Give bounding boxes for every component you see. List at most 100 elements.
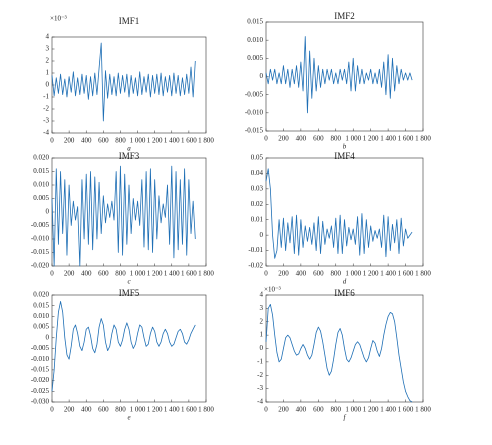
y-tick-label: -0.025	[31, 387, 50, 395]
x-tick-label: 400	[296, 135, 307, 143]
y-tick-label: 0.005	[33, 323, 49, 331]
x-tick-label: 0	[264, 406, 268, 414]
y-tick-label: 0	[46, 81, 50, 89]
x-tick-label: 600	[98, 406, 109, 414]
plot-frame	[51, 294, 207, 403]
plot-frame	[51, 157, 207, 267]
x-tick-label: 1 400	[380, 270, 396, 278]
y-tick-label: 0.005	[247, 54, 263, 62]
y-tick-label: 0.015	[33, 301, 49, 309]
x-tick-label: 800	[115, 406, 126, 414]
x-tick-label: 1 000	[130, 270, 146, 278]
subplot-title: IMF1	[119, 16, 140, 26]
plot-frame	[265, 21, 424, 132]
x-tick-label: 800	[331, 135, 342, 143]
x-tick-label: 1 200	[363, 135, 379, 143]
x-tick-label: 1 400	[380, 135, 396, 143]
y-tick-label: -0.005	[245, 90, 264, 98]
x-tick-label: 1 400	[164, 270, 180, 278]
subplot-caption: c	[127, 278, 131, 286]
x-tick-label: 1 400	[164, 406, 180, 414]
x-tick-label: 1 400	[380, 406, 396, 414]
y-tick-label: 0.010	[247, 36, 263, 44]
x-tick-label: 0	[264, 270, 268, 278]
y-tick-label: 0	[46, 208, 50, 216]
y-tick-label: 0.010	[33, 312, 49, 320]
x-tick-label: 1 000	[345, 270, 361, 278]
x-tick-label: 1 800	[415, 270, 431, 278]
x-tick-label: 1 000	[345, 406, 361, 414]
x-tick-label: 1 600	[398, 135, 414, 143]
y-tick-label: 2	[46, 57, 50, 65]
y-tick-label: 0.020	[33, 154, 49, 162]
y-tick-label: 0.01	[251, 215, 264, 223]
y-tick-label: 0.005	[33, 194, 49, 202]
x-tick-label: 400	[81, 137, 92, 145]
subplot-caption: a	[127, 145, 131, 153]
y-tick-label: 0.015	[247, 18, 263, 26]
y-tick-label: 0.04	[251, 169, 264, 177]
x-tick-label: 1 000	[130, 137, 146, 145]
y-tick-label: 0.020	[33, 291, 49, 299]
signal-line	[265, 36, 413, 114]
x-tick-label: 0	[264, 135, 268, 143]
x-tick-label: 1 000	[345, 135, 361, 143]
x-tick-label: 600	[98, 137, 109, 145]
subplot-title: IMF2	[334, 11, 355, 21]
signal-line	[51, 42, 196, 122]
x-tick-label: 800	[115, 270, 126, 278]
y-tick-label: -2	[43, 105, 49, 113]
y-tick-label: 0.03	[251, 184, 264, 192]
x-tick-label: 600	[98, 270, 109, 278]
signal-line	[265, 168, 413, 259]
subplot-title: IMF6	[334, 288, 355, 298]
x-tick-label: 1 200	[363, 406, 379, 414]
y-tick-label: -1	[43, 93, 49, 101]
y-tick-label: -0.005	[31, 344, 50, 352]
signal-line	[51, 301, 196, 392]
subplot-caption: f	[344, 414, 347, 422]
y-tick-label: -0.020	[31, 262, 50, 270]
x-tick-label: 600	[313, 270, 324, 278]
x-tick-label: 400	[81, 270, 92, 278]
y-tick-label: -0.015	[245, 127, 264, 135]
x-tick-label: 800	[331, 270, 342, 278]
x-tick-label: 1 000	[130, 406, 146, 414]
x-tick-label: 200	[278, 270, 289, 278]
exponent-label: ×10⁻³	[50, 15, 67, 23]
x-tick-label: 1 800	[198, 137, 214, 145]
subplot-caption: b	[343, 143, 347, 151]
y-tick-label: 0	[46, 333, 50, 341]
y-tick-label: -0.010	[31, 355, 50, 363]
x-tick-label: 800	[115, 137, 126, 145]
x-tick-label: 1 800	[415, 406, 431, 414]
y-tick-label: 4	[260, 291, 264, 299]
y-tick-label: -0.015	[31, 366, 50, 374]
y-tick-label: 0.010	[33, 181, 49, 189]
y-tick-label: 3	[260, 304, 264, 312]
y-tick-label: -3	[43, 117, 49, 125]
y-tick-label: 1	[46, 69, 50, 77]
subplot-title: IMF4	[334, 151, 355, 161]
y-tick-label: -4	[43, 129, 49, 137]
x-tick-label: 400	[81, 406, 92, 414]
plot-frame	[265, 157, 424, 267]
x-tick-label: 200	[64, 137, 75, 145]
signal-line	[265, 303, 413, 403]
y-tick-label: -0.01	[248, 246, 263, 254]
x-tick-label: 1 800	[198, 406, 214, 414]
x-tick-label: 200	[278, 406, 289, 414]
subplot-caption: e	[127, 414, 130, 422]
x-tick-label: 1 600	[181, 270, 197, 278]
y-tick-label: 0	[260, 72, 264, 80]
x-tick-label: 1 800	[198, 270, 214, 278]
x-tick-label: 400	[296, 406, 307, 414]
y-tick-label: 0	[260, 344, 264, 352]
y-tick-label: 4	[46, 33, 50, 41]
subplot-title: IMF3	[119, 151, 140, 161]
x-tick-label: 1 200	[147, 270, 163, 278]
y-tick-label: -0.020	[31, 376, 50, 384]
y-tick-label: -0.010	[245, 108, 264, 116]
subplot-caption: d	[343, 278, 347, 286]
